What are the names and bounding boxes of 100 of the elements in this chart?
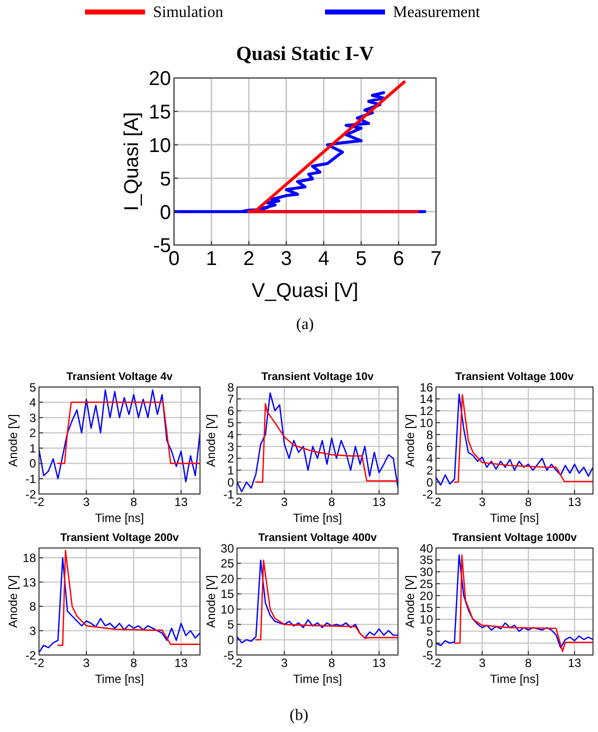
y-tick-label: 6	[426, 440, 434, 454]
y-tick-label: 5	[29, 380, 36, 394]
x-tick-label: 13	[174, 656, 188, 670]
y-axis-title: Anode [V]	[204, 414, 218, 467]
y-tick-label: 5	[227, 618, 234, 632]
y-tick-label: 3	[227, 440, 234, 454]
y-tick-label: 16	[420, 380, 434, 394]
chart-title: Transient Voltage 1000v	[452, 532, 578, 544]
y-tick-label: -5	[422, 648, 434, 662]
y-tick-label: 10	[420, 612, 434, 627]
y-tick-label: 25	[420, 576, 434, 591]
y-axis-title: Anode [V]	[6, 575, 20, 628]
x-tick-label: 8	[130, 656, 138, 670]
y-tick-label: 8	[426, 428, 434, 442]
chart-title: Transient Voltage 10v	[261, 371, 375, 383]
y-tick-label: 40	[420, 541, 434, 556]
y-tick-label: 20	[420, 588, 434, 603]
y-axis-title: Anode [V]	[204, 575, 218, 628]
y-tick-label: -5	[223, 648, 234, 662]
x-tick-label: 13	[568, 656, 582, 670]
chart-title: Transient Voltage 4v	[66, 371, 174, 383]
x-tick-label: 3	[281, 495, 288, 509]
y-tick-label: 0	[160, 202, 171, 224]
x-tick-label: 8	[328, 656, 336, 670]
y-tick-label: 5	[227, 416, 234, 430]
chart-title: Transient Voltage 400v	[258, 532, 378, 544]
x-tick-label: 13	[372, 656, 386, 670]
y-tick-label: 18	[22, 551, 36, 566]
x-axis-title: Time [ns]	[490, 511, 539, 525]
x-tick-label: 5	[356, 248, 367, 270]
x-tick-label: 8	[130, 495, 138, 509]
y-tick-label: 15	[148, 102, 171, 124]
y-tick-label: 15	[220, 587, 234, 602]
x-axis-title: V_Quasi [V]	[252, 280, 358, 302]
y-tick-label: 20	[148, 68, 171, 90]
y-tick-label: 5	[160, 168, 171, 190]
line-series	[39, 557, 200, 654]
chart-title: Quasi Static I-V	[236, 43, 374, 65]
y-tick-label: 5	[426, 624, 434, 639]
x-axis-title: Time [ns]	[95, 672, 144, 686]
y-tick-label: 8	[29, 600, 36, 614]
y-tick-label: 0	[227, 633, 234, 648]
y-tick-label: -1	[25, 472, 36, 486]
y-tick-label: 10	[420, 416, 434, 430]
x-tick-label: 4	[318, 248, 330, 270]
x-axis-title: Time [ns]	[293, 672, 342, 686]
y-tick-label: 0	[29, 456, 36, 471]
x-tick-label: 8	[328, 495, 336, 509]
legend-label: Simulation	[153, 4, 224, 21]
y-tick-label: 30	[220, 541, 234, 556]
y-tick-label: 7	[227, 392, 234, 406]
line-series	[255, 402, 398, 483]
x-tick-label: 8	[525, 656, 532, 670]
y-axis-title: Anode [V]	[403, 414, 417, 467]
y-tick-label: 6	[227, 404, 234, 418]
y-tick-label: 10	[220, 602, 234, 616]
x-axis-title: Time [ns]	[293, 511, 342, 525]
x-tick-label: 13	[568, 495, 582, 509]
y-tick-label: 4	[29, 396, 36, 410]
y-tick-label: 2	[29, 426, 36, 440]
y-tick-label: 4	[426, 452, 434, 466]
x-tick-label: 13	[372, 495, 386, 509]
text: (b)	[290, 707, 308, 724]
x-axis-title: Time [ns]	[490, 672, 539, 686]
x-tick-label: 3	[478, 495, 486, 509]
line-series	[39, 389, 200, 482]
x-tick-label: 13	[174, 495, 188, 509]
line-series	[57, 550, 200, 646]
y-tick-label: 10	[148, 135, 171, 157]
x-tick-label: 3	[281, 656, 288, 670]
y-tick-label: 2	[426, 464, 434, 478]
legend-label: Measurement	[393, 4, 481, 21]
x-tick-label: 8	[525, 495, 532, 509]
y-tick-label: 13	[22, 575, 36, 590]
x-tick-label: 3	[280, 248, 292, 270]
y-tick-label: 0	[426, 475, 434, 490]
y-tick-label: -1	[223, 487, 234, 502]
x-tick-label: 1	[206, 248, 217, 270]
x-tick-label: 3	[478, 656, 486, 670]
x-tick-label: 3	[83, 495, 90, 509]
x-tick-label: 2	[243, 248, 254, 270]
y-tick-label: 0	[227, 475, 234, 490]
x-axis-title: Time [ns]	[95, 511, 144, 525]
y-tick-label: 3	[29, 624, 36, 638]
y-tick-label: 2	[227, 452, 234, 466]
x-tick-label: 6	[393, 248, 404, 270]
y-tick-label: 20	[220, 572, 234, 586]
y-tick-label: 35	[420, 553, 434, 568]
y-axis-title: Anode [V]	[403, 575, 417, 628]
y-axis-title: I_Quasi [A]	[121, 112, 143, 211]
y-tick-label: 14	[420, 392, 434, 406]
chart-title: Transient Voltage 200v	[60, 532, 180, 544]
y-tick-label: 3	[29, 410, 36, 425]
y-tick-label: 15	[420, 600, 434, 615]
text: (a)	[296, 316, 314, 333]
y-tick-label: 1	[29, 441, 36, 456]
y-axis-title: Anode [V]	[6, 414, 20, 467]
y-tick-label: 30	[420, 565, 434, 580]
x-tick-label: 3	[83, 656, 90, 670]
y-tick-label: 25	[220, 556, 234, 571]
